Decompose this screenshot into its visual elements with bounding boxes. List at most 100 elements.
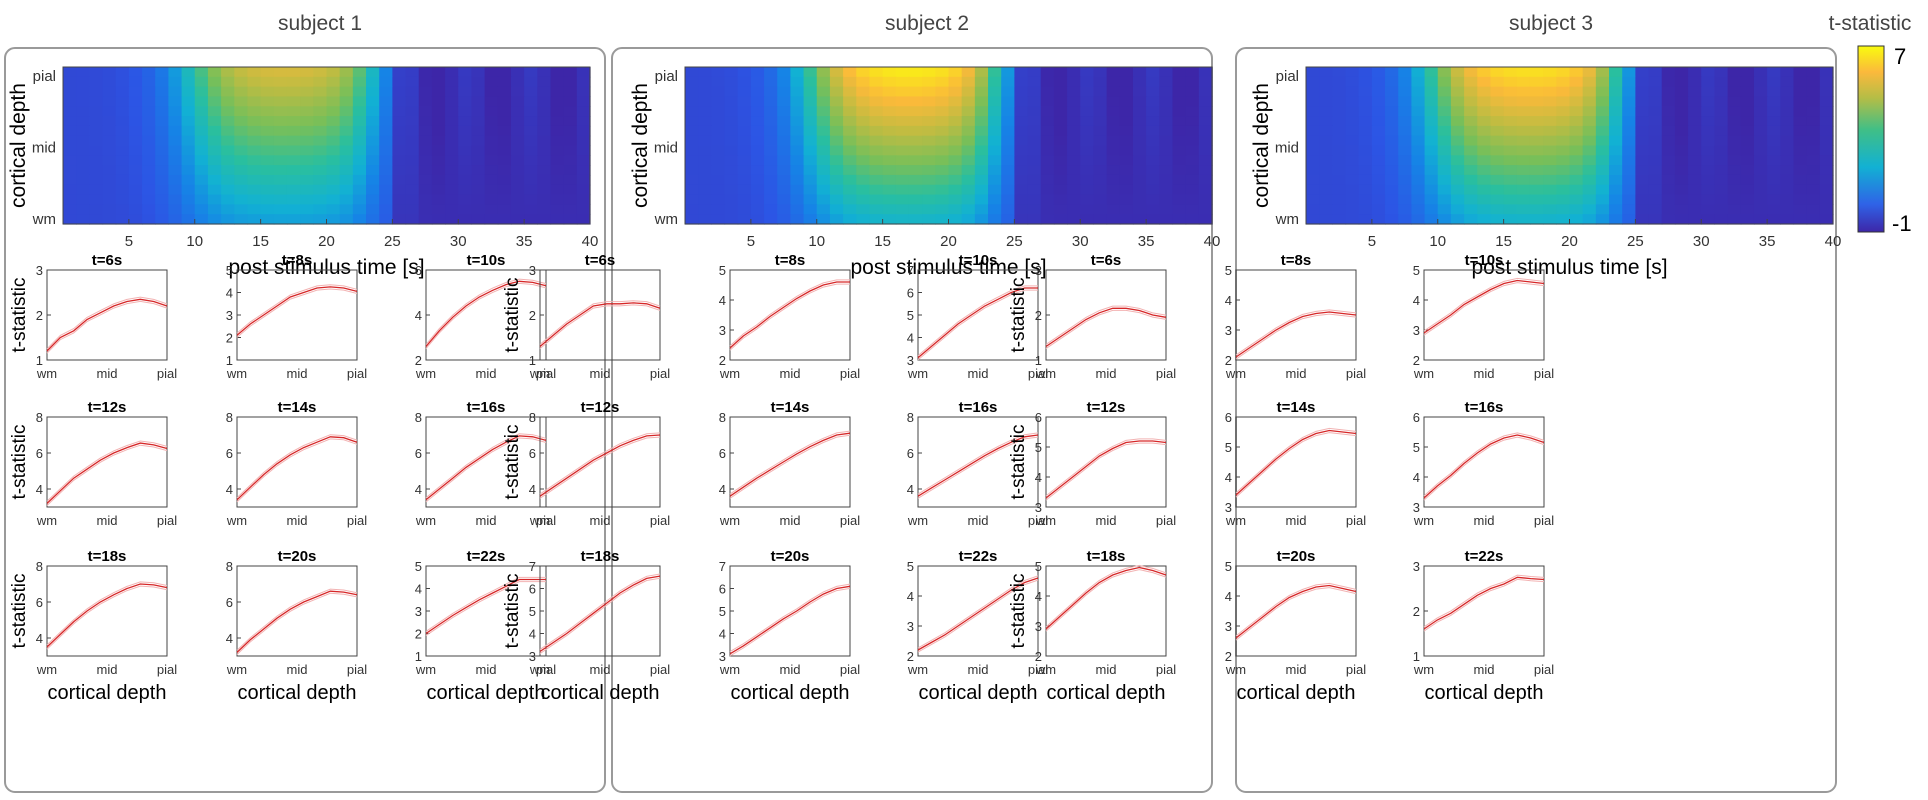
heatmap-cell	[1477, 184, 1492, 196]
heatmap-cell	[1477, 125, 1492, 137]
heatmap-cell	[366, 165, 380, 176]
heatmap-cell	[908, 145, 923, 156]
profile-line	[539, 575, 661, 653]
heatmap-cell	[142, 116, 156, 127]
profile-xtick-label: mid	[97, 366, 118, 381]
heatmap-cell	[76, 165, 90, 176]
heatmap-cell	[1609, 125, 1623, 137]
heatmap-cell	[76, 86, 90, 98]
heatmap-cell	[1437, 165, 1452, 176]
heatmap-cell	[724, 86, 739, 98]
heatmap-cell	[895, 116, 910, 127]
heatmap-cell	[829, 184, 844, 196]
heatmap-cell	[935, 165, 950, 176]
heatmap-cell	[418, 214, 433, 225]
heatmap-cell	[856, 194, 871, 205]
profile-error-upper	[1423, 574, 1545, 628]
heatmap-cell	[974, 135, 989, 147]
heatmap-cell	[1648, 106, 1663, 117]
heatmap-cell	[273, 135, 288, 147]
heatmap-cell	[76, 76, 90, 88]
heatmap-cell	[1582, 116, 1597, 127]
heatmap-cell	[247, 116, 262, 127]
heatmap-cell	[698, 125, 712, 137]
heatmap-cell	[1119, 145, 1134, 156]
heatmap-cell	[1609, 135, 1623, 147]
heatmap-cell	[882, 125, 897, 137]
heatmap-cell	[1411, 155, 1426, 166]
heatmap-cell	[273, 204, 288, 215]
heatmap-cell	[1806, 214, 1821, 225]
heatmap-cell	[1595, 204, 1610, 215]
heatmap-cell	[286, 145, 301, 156]
heatmap-cell	[1332, 204, 1347, 215]
profile-ytick-label: 6	[529, 582, 536, 597]
heatmap-cell	[1080, 86, 1095, 98]
heatmap-cell	[1595, 106, 1610, 117]
heatmap-cell	[777, 165, 792, 176]
profile-xtick-label: pial	[840, 662, 860, 677]
heatmap-cell	[1477, 174, 1492, 186]
heatmap-cell	[128, 155, 143, 166]
heatmap-cell	[510, 96, 525, 107]
heatmap-cell	[76, 106, 90, 117]
heatmap-cell	[1014, 76, 1029, 88]
heatmap-cell	[1093, 106, 1108, 117]
heatmap-cell	[1093, 116, 1108, 127]
heatmap-cell	[1793, 135, 1808, 147]
heatmap-cell	[816, 106, 831, 117]
heatmap-cell	[1701, 106, 1716, 117]
heatmap-cell	[1398, 145, 1412, 156]
heatmap-cell	[1185, 184, 1200, 196]
heatmap-cell	[445, 67, 459, 78]
heatmap-cell	[1490, 86, 1505, 98]
heatmap-cell	[1819, 194, 1834, 205]
heatmap-cell	[1132, 125, 1147, 137]
heatmap-cell	[431, 204, 446, 215]
profile-xtick-label: wm	[529, 513, 550, 528]
heatmap-cell	[1001, 125, 1015, 137]
heatmap-cell	[1753, 145, 1768, 156]
profile-line	[1045, 440, 1167, 499]
profile-xtick-label: wm	[907, 662, 928, 677]
heatmap-cell	[1556, 96, 1571, 107]
heatmap-cell	[168, 165, 183, 176]
heatmap-cell	[168, 204, 183, 215]
heatmap-ytick-label: pial	[1276, 68, 1299, 85]
heatmap-cell	[1753, 155, 1768, 166]
heatmap-cell	[484, 76, 499, 88]
profile-ytick-label: 4	[1413, 293, 1420, 308]
heatmap-cell	[550, 155, 565, 166]
profile-axes	[1235, 416, 1357, 508]
heatmap-cell	[1106, 96, 1121, 107]
heatmap-cell	[128, 76, 143, 88]
profile-ylabel: t-statistic	[502, 278, 523, 353]
profile-error-upper	[46, 440, 168, 502]
heatmap-cell	[790, 96, 805, 107]
heatmap-cell	[1490, 106, 1505, 117]
heatmap-cell	[1093, 135, 1108, 147]
profile-error-lower	[729, 434, 851, 499]
profile-line	[236, 286, 358, 336]
heatmap-cell	[63, 184, 77, 196]
heatmap-cell	[1780, 214, 1795, 225]
heatmap-cell	[803, 135, 818, 147]
heatmap-cell	[576, 145, 591, 156]
heatmap-cell	[155, 76, 170, 88]
heatmap-cell	[1714, 165, 1729, 176]
profile-xtick-label: wm	[226, 662, 247, 677]
profile-xtick-label: wm	[415, 513, 436, 528]
heatmap-cell	[737, 214, 752, 225]
heatmap-cell	[1027, 125, 1042, 137]
heatmap-cell	[1411, 106, 1426, 117]
heatmap-cell	[1306, 165, 1320, 176]
heatmap-cell	[366, 214, 380, 225]
profile-xtick-label: wm	[529, 366, 550, 381]
heatmap-cell	[1119, 106, 1134, 117]
heatmap-cell	[181, 204, 196, 215]
heatmap-cell	[1688, 145, 1702, 156]
heatmap-cell	[1385, 194, 1399, 205]
profile-ytick-label: 6	[1413, 410, 1420, 425]
